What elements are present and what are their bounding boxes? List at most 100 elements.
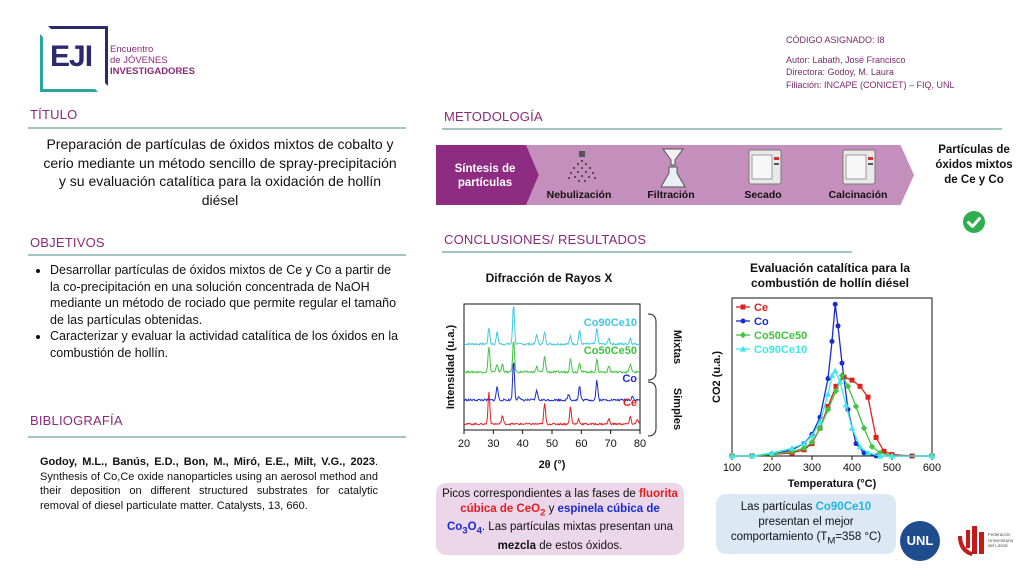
xrd-x-tick-label: 60 [575,438,587,450]
section-divider-metodologia [442,128,1002,130]
xrd-series-line [463,306,641,346]
xrd-series-label: Co [622,373,637,385]
step-calcination-label: Calcinación [828,189,888,201]
objective-item: Caracterizar y evaluar la actividad cata… [50,328,402,361]
xrd-x-tick-label: 80 [634,438,646,450]
xrd-x-tick-label: 40 [517,438,529,450]
tpo-point-triangle [876,452,884,459]
tpo-point-triangle [824,390,832,397]
logo-line-2: de JÓVENES [110,55,168,66]
tpo-point-triangle [788,445,796,451]
tpo-y-axis-label: CO2 (u.a.) [711,351,723,403]
section-title-objetivos: OBJETIVOS [30,235,105,250]
poster-title: Preparación de partículas de óxidos mixt… [43,136,397,208]
tpo-note-sub: M [827,535,836,547]
tpo-point-triangle [739,345,747,352]
tpo-point-triangle [768,449,776,456]
tpo-point-diamond [838,372,846,379]
xrd-series-line [463,391,641,426]
espinela-text: espinela cúbica de Co [446,503,660,534]
logo-line-3: INVESTIGADORES [110,66,195,77]
bibliography-rest: . Synthesis of Co,Ce oxide nanoparticles… [40,456,378,512]
tpo-point-circle [835,323,841,329]
tpo-legend-label: Co [754,316,769,328]
tpo-point-triangle [832,367,839,374]
unl-logo-text: UNL [906,533,934,548]
tpo-point-circle [829,338,835,344]
tpo-point-circle [853,441,859,447]
section-divider-titulo [28,127,406,129]
step-nebulization-label: Nebulización [546,189,612,201]
tpo-chart-title-line1: Evaluación catalítica para la [750,261,910,275]
section-title-conclusiones: CONCLUSIONES/ RESULTADOS [444,232,647,247]
tpo-x-tick-label: 600 [923,462,941,474]
bibliography-reference: Godoy, M.L., Banús, E.D., Bon, M., Miró,… [40,455,378,513]
tpo-point-triangle [800,440,808,447]
tpo-point-diamond [844,383,852,390]
tpo-point-diamond [832,387,840,395]
xrd-mixtas-label: Mixtas [671,330,683,364]
tpo-point-triangle [828,372,836,379]
logo-frame-inner [40,34,98,92]
header-info: CÓDIGO ASIGNADO: I8 Autor: Labath, José … [786,34,955,91]
step-calcination: Calcinación [802,145,914,205]
tpo-point-circle [861,450,867,456]
tpo-point-diamond [860,424,868,432]
tpo-x-tick-label: 500 [883,462,901,474]
director: Directora: Godoy, M. Laura [786,67,894,77]
unl-logo: UNL [900,521,940,561]
tpo-x-tick-label: 100 [723,462,741,474]
xrd-y-axis-label: Intensidad (u.a.) [445,324,457,409]
tpo-point-circle [832,301,838,307]
tpo-x-tick-label: 300 [803,462,821,474]
tpo-point-triangle [728,452,736,459]
espinela-sub-3: 3 [462,525,468,537]
tpo-plot-frame [731,297,933,457]
fluorita-subscript: 2 [540,507,546,519]
tpo-note-highlight: Co90Ce10 [815,501,872,513]
xrd-chart-title: Difracción de Rayos X [486,271,613,285]
tpo-point-triangle [864,449,872,456]
tpo-legend-label: Co90Ce10 [754,344,807,356]
xrd-conclusion-box: Picos correspondientes a las fases de fl… [436,483,684,555]
funnel-flask-icon [660,148,686,188]
xrd-x-tick-label: 50 [546,438,558,450]
tpo-point-diamond [808,438,816,446]
section-divider-bibliografia [28,436,406,438]
step-filtration-label: Filtración [647,189,695,201]
tpo-point-circle [740,318,746,324]
xrd-x-tick-label: 20 [458,438,470,450]
step-drying-label: Secado [744,189,782,201]
furnace-icon [842,149,876,185]
xrd-x-tick-label: 30 [487,438,499,450]
section-title-titulo: TÍTULO [30,107,78,122]
tpo-point-diamond [868,443,876,450]
ful-logo-text: Federación Universitaria del Litoral [988,532,1014,548]
fuL-logo [958,526,984,556]
xrd-series-label: Co50Ce50 [584,345,637,357]
tpo-x-tick-label: 200 [763,462,781,474]
tpo-point-triangle [836,378,844,385]
objectives-list: Desarrollar partículas de óxidos mixtos … [30,262,402,361]
step-nebulization: Nebulización [526,145,632,205]
tpo-point-triangle [816,418,824,425]
tpo-point-diamond [800,445,808,452]
tpo-legend-label: Ce [754,302,768,314]
tpo-point-triangle [808,432,816,439]
fluorita-text: fluorita cúbica de CeO [460,488,678,515]
tpo-point-square [873,434,879,440]
eji-logo: EJI [40,26,108,92]
tpo-point-square [881,448,887,454]
xrd-note-text-3: de estos óxidos. [536,539,623,552]
xrd-bracket-mixtas [647,313,657,381]
step-synthesis-label: Síntesis de partículas [454,163,516,189]
tpo-point-square [857,383,863,389]
tpo-note-text-3: =358 °C) [835,531,882,543]
tpo-legend-label: Co50Ce50 [754,330,807,342]
step-synthesis: Síntesis de partículas [436,145,548,205]
tpo-point-diamond [816,424,824,432]
tpo-point-triangle [748,452,756,459]
xrd-bracket-simples [647,381,657,437]
xrd-simples-label: Simples [671,388,683,430]
section-divider-objetivos [28,254,406,256]
